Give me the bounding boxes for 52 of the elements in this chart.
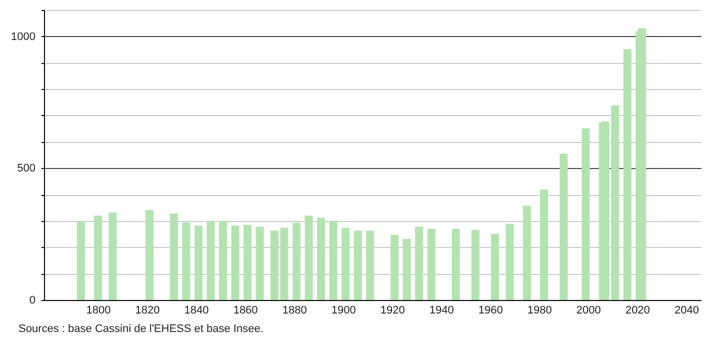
- bar: [402, 238, 411, 300]
- bar: [522, 206, 531, 300]
- bar: [292, 222, 301, 300]
- bar: [108, 212, 117, 300]
- x-tick-label: 1960: [478, 304, 503, 316]
- bar: [582, 128, 590, 300]
- x-tick-label: 1880: [282, 304, 307, 316]
- bar: [256, 226, 264, 300]
- bar: [506, 224, 514, 300]
- x-tick-label: 1840: [184, 304, 209, 316]
- source-note: Sources : base Cassini de l'EHESS et base Insee.: [18, 323, 264, 335]
- bar: [354, 230, 362, 300]
- x-tick-label: 1980: [527, 304, 552, 316]
- x-tick-label: 1900: [331, 304, 356, 316]
- bar: [471, 230, 480, 300]
- bar: [366, 230, 374, 300]
- bar: [170, 214, 178, 300]
- bar: [560, 154, 568, 300]
- bar: [304, 216, 313, 300]
- bar: [623, 49, 632, 300]
- bar: [231, 226, 240, 300]
- x-tick-label: 1800: [86, 304, 111, 316]
- bar: [76, 220, 85, 300]
- x-tick-label: 1820: [135, 304, 160, 316]
- x-tick-label: 2040: [674, 304, 699, 316]
- x-tick-label: 2020: [625, 304, 650, 316]
- bar: [540, 190, 548, 300]
- bar: [219, 220, 228, 300]
- y-tick-label: 1000: [11, 30, 36, 43]
- bar: [270, 230, 278, 300]
- bar: [94, 216, 102, 300]
- bar: [206, 220, 215, 300]
- bar: [329, 220, 338, 300]
- bar: [342, 228, 350, 300]
- y-tick-label: 0: [29, 294, 36, 306]
- x-tick-label: 1920: [380, 304, 405, 316]
- x-tick-label: 1940: [429, 304, 454, 316]
- bar: [491, 234, 500, 300]
- bar: [452, 228, 460, 300]
- bar: [427, 228, 436, 300]
- bar: [317, 218, 326, 300]
- bar: [182, 222, 190, 300]
- bar: [280, 228, 288, 300]
- x-tick-label: 1860: [233, 304, 258, 316]
- bar: [415, 226, 424, 300]
- bar: [194, 226, 202, 300]
- bar: [244, 224, 252, 300]
- y-tick-label: 500: [17, 162, 36, 175]
- x-tick-label: 2000: [576, 304, 601, 316]
- bar: [390, 234, 399, 300]
- bar: [145, 210, 154, 300]
- bar: [638, 28, 646, 300]
